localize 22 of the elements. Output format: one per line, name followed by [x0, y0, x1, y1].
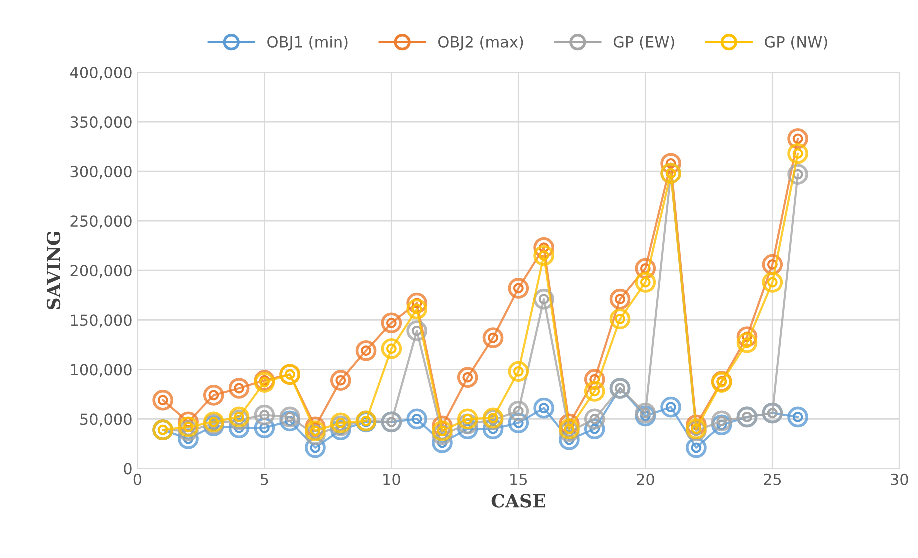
y-tick-label: 300,000: [70, 166, 132, 180]
x-tick-label: 25: [764, 474, 782, 486]
y-tick-label: 50,000: [80, 414, 132, 427]
y-tick-label: 350,000: [70, 116, 132, 130]
x-tick-label: 30: [891, 474, 908, 486]
x-tick-label: 5: [261, 474, 268, 486]
legend-label: OBJ2 (max): [438, 36, 524, 51]
y-tick-label: 200,000: [70, 265, 132, 278]
x-tick-label: 10: [384, 474, 400, 486]
x-tick-label: 0: [134, 474, 142, 486]
legend-label: GP (NW): [765, 36, 828, 50]
x-tick-label: 15: [510, 474, 528, 486]
y-axis-title: SAVING: [46, 232, 61, 310]
x-tick-label: 20: [637, 474, 654, 486]
x-axis-title: CASE: [492, 494, 546, 508]
y-tick-label: 0: [124, 463, 132, 475]
y-tick-label: 100,000: [71, 364, 132, 378]
y-tick-label: 150,000: [71, 314, 132, 328]
legend-label: GP (EW): [614, 36, 674, 50]
y-tick-label: 250,000: [70, 216, 132, 229]
legend-label: OBJ1 (min): [268, 36, 348, 51]
y-tick-label: 400,000: [70, 67, 132, 80]
